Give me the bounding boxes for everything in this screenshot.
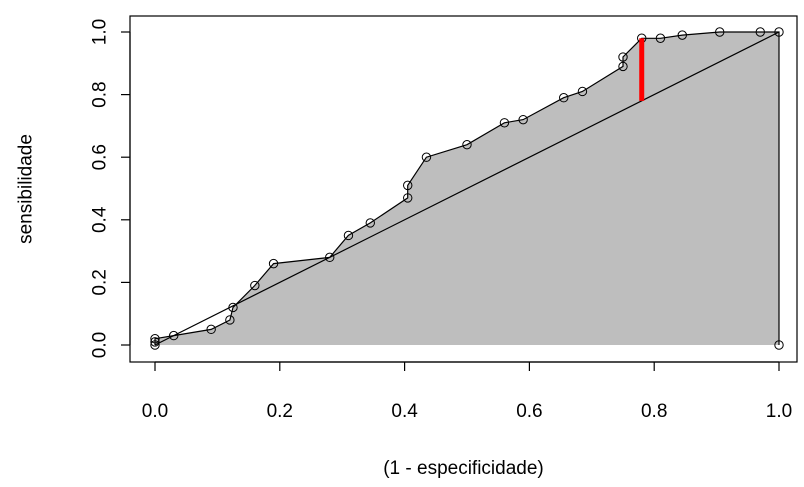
roc-point-5 <box>225 315 235 325</box>
reference-diagonal-line <box>154 31 780 346</box>
roc-curve-line <box>154 31 780 345</box>
roc-point-25 <box>715 27 725 37</box>
y-axis: 0.0 0.2 0.4 0.6 0.8 1.0 <box>90 19 131 358</box>
roc-point-8 <box>268 258 279 269</box>
roc-point-10 <box>343 230 354 241</box>
roc-point-4 <box>206 324 216 335</box>
roc-point-14 <box>421 152 432 162</box>
roc-point-1 <box>150 337 160 347</box>
roc-point-13 <box>403 180 413 191</box>
roc-point-2 <box>150 334 160 344</box>
roc-point-21 <box>618 52 628 62</box>
roc-point-28 <box>774 340 784 350</box>
y-tick-label: 0.4 <box>90 206 111 233</box>
y-axis-label: sensibilidade <box>16 134 37 244</box>
y-tick-label: 1.0 <box>90 19 111 45</box>
roc-point-17 <box>518 114 528 125</box>
y-tick-label: 0.0 <box>90 332 111 358</box>
roc-points <box>150 27 784 350</box>
x-tick-label: 0.6 <box>516 401 542 422</box>
roc-point-23 <box>655 33 666 43</box>
roc-point-24 <box>677 30 687 40</box>
y-tick-label: 0.6 <box>90 144 111 170</box>
y-tick-label: 0.8 <box>90 81 111 107</box>
x-tick-label: 1.0 <box>766 401 792 422</box>
y-tick-label: 0.2 <box>90 269 111 295</box>
roc-point-11 <box>365 218 375 228</box>
roc-point-15 <box>462 139 472 150</box>
roc-point-18 <box>559 93 569 103</box>
plot-area <box>129 15 798 363</box>
roc-point-3 <box>169 330 179 341</box>
x-axis: 0.0 0.2 0.4 0.6 0.8 1.0 <box>142 361 792 422</box>
roc-point-19 <box>577 86 588 97</box>
x-tick-label: 0.2 <box>267 401 293 422</box>
roc-point-27 <box>774 27 784 37</box>
roc-point-6 <box>228 302 238 313</box>
x-axis-label: (1 - especificidade) <box>383 458 544 479</box>
roc-point-12 <box>403 193 413 203</box>
x-tick-label: 0.4 <box>391 401 418 422</box>
roc-point-0 <box>150 340 160 350</box>
roc-point-9 <box>325 252 335 263</box>
roc-point-7 <box>250 280 260 291</box>
x-tick-label: 0.0 <box>142 401 168 422</box>
roc-point-20 <box>618 61 628 72</box>
roc-point-16 <box>499 118 510 128</box>
x-tick-label: 0.8 <box>641 401 667 422</box>
roc-point-26 <box>755 27 765 37</box>
